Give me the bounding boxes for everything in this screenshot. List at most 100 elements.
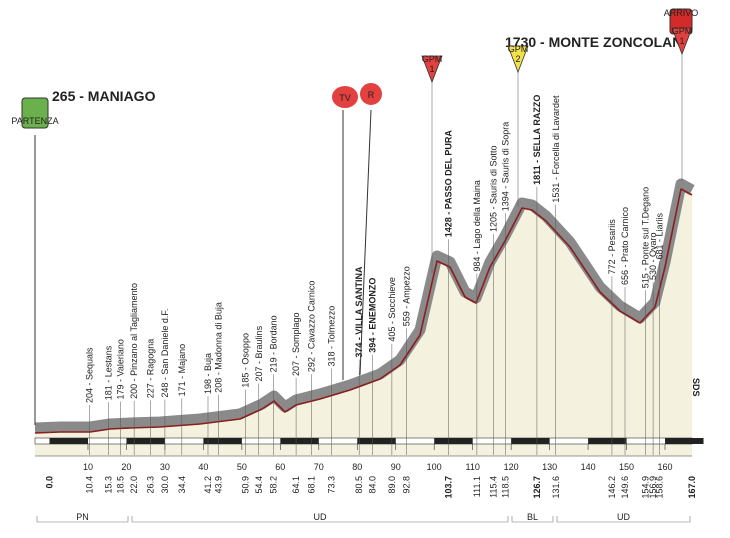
km-label: 0.0 [45, 476, 55, 489]
place-label: 1811 - SELLA RAZZO [532, 95, 542, 185]
scale-label: 90 [391, 462, 401, 472]
scale-label: 110 [465, 462, 479, 472]
place-label: 1428 - PASSO DEL PURA [443, 130, 453, 238]
km-label: 84.0 [368, 476, 378, 494]
km-label: 149.6 [620, 476, 630, 499]
place-label: 171 - Majano [177, 344, 187, 397]
km-label: 92.8 [402, 476, 412, 494]
start-badge [21, 97, 49, 129]
bar-seg [434, 438, 473, 444]
zone-label: UD [617, 512, 630, 522]
km-label: 131.6 [551, 476, 561, 499]
scale-label: 130 [542, 462, 557, 472]
place-label: 374 - VILLA SANTINA [354, 266, 364, 358]
scale-label: 10 [83, 462, 93, 472]
km-label: 41.2 [203, 476, 213, 494]
tv-text: TV [339, 93, 351, 103]
gpm-cat: 1 [429, 64, 434, 74]
km-label: 10.4 [85, 476, 95, 494]
place-label: 394 - ENEMONZO [368, 278, 378, 353]
km-label: 58.2 [268, 476, 278, 494]
bar-seg [588, 438, 627, 444]
gpm-text: GPM [422, 54, 443, 64]
km-label: 80.5 [354, 476, 364, 494]
gpm-cat: 2 [515, 54, 520, 64]
scale-label: 140 [581, 462, 596, 472]
place-label: 1205 - Sauris di Sotto [488, 145, 498, 232]
place-label: 772 - Pesariis [607, 219, 617, 275]
finish-label: 1730 - MONTE ZONCOLAN [505, 34, 682, 50]
scale-label: 160 [658, 462, 673, 472]
km-label: 158.6 [655, 476, 665, 499]
bar-seg [511, 438, 550, 444]
zone-label: PN [76, 512, 89, 522]
scale-label: 40 [198, 462, 208, 472]
gpm-badge [421, 55, 443, 84]
start-label: 265 - MANIAGO [52, 88, 156, 104]
r-line [359, 109, 372, 376]
zone-bracket [556, 516, 691, 523]
place-label: 227 - Ragogna [146, 339, 156, 399]
sds: SDS [691, 378, 701, 397]
place-label: 207 - Somplago [291, 312, 301, 376]
scale-label: 20 [121, 462, 131, 472]
km-label: 146.2 [607, 476, 617, 499]
zone-bracket [511, 516, 554, 523]
km-label: 30.0 [160, 476, 170, 494]
place-label: 207 - Braulins [254, 325, 264, 381]
place-label: 204 - Sequals [85, 347, 95, 403]
km-label: 64.1 [291, 476, 301, 494]
gpm-text: GPM [508, 44, 529, 54]
place-label: 405 - Socchieve [387, 277, 397, 342]
zone-label: BL [527, 512, 538, 522]
bar-seg [203, 438, 242, 444]
r-badge [358, 81, 384, 107]
km-label: 89.0 [387, 476, 397, 494]
km-label: 34.4 [177, 476, 187, 494]
scale-label: 70 [314, 462, 324, 472]
place-label: 656 - Prato Carnico [620, 207, 630, 285]
place-label: 198 - Buja [203, 353, 213, 394]
km-label: 15.3 [103, 476, 113, 494]
scale-label: 50 [237, 462, 247, 472]
place-label: 181 - Lestans [103, 345, 113, 400]
scale-label: 120 [504, 462, 519, 472]
profile-band [34, 178, 695, 434]
gpm-text: GPM [672, 26, 693, 36]
r-text: R [368, 90, 375, 100]
place-label: 318 - Tolmezzo [326, 306, 336, 367]
km-label: 73.3 [326, 476, 336, 494]
scale-label: 150 [619, 462, 634, 472]
scale-label: 80 [352, 462, 362, 472]
km-label: 26.3 [146, 476, 156, 494]
start-badge-text: PARTENZA [11, 116, 58, 126]
place-label: 1531 - Forcella di Lavardet [551, 95, 561, 203]
place-label: 179 - Valeriano [116, 339, 126, 399]
place-label: 530 - Ovaro [648, 233, 658, 281]
place-label: 208 - Madonna di Buja [213, 302, 223, 393]
profile-area [35, 184, 692, 456]
km-label: 156.9 [648, 476, 658, 499]
bar-seg [357, 438, 396, 444]
gpm-cat: 1 [679, 36, 684, 46]
profile-road [34, 188, 693, 434]
scale-label: 100 [427, 462, 442, 472]
km-label: 50.9 [240, 476, 250, 494]
km-label: 167.0 [687, 476, 697, 499]
km-label: 111.1 [472, 476, 482, 497]
place-label: 1394 - Sauris di Sopra [500, 122, 510, 212]
place-label: 559 - Ampezzo [402, 266, 412, 326]
gpm-badge [507, 45, 529, 74]
place-label: 681 - Liariis [655, 212, 665, 259]
zone-bracket [131, 516, 509, 523]
km-label: 43.9 [213, 476, 223, 494]
scale-label: 30 [160, 462, 170, 472]
km-label: 68.1 [306, 476, 316, 494]
km-label: 115.4 [488, 476, 498, 498]
zone-bracket [36, 516, 129, 523]
place-label: 200 - Pinzano al Tagliamento [129, 283, 139, 399]
km-label: 22.0 [129, 476, 139, 494]
place-label: 185 - Osoppo [240, 333, 250, 388]
place-label: 248 - San Daniele d.F. [160, 309, 170, 398]
